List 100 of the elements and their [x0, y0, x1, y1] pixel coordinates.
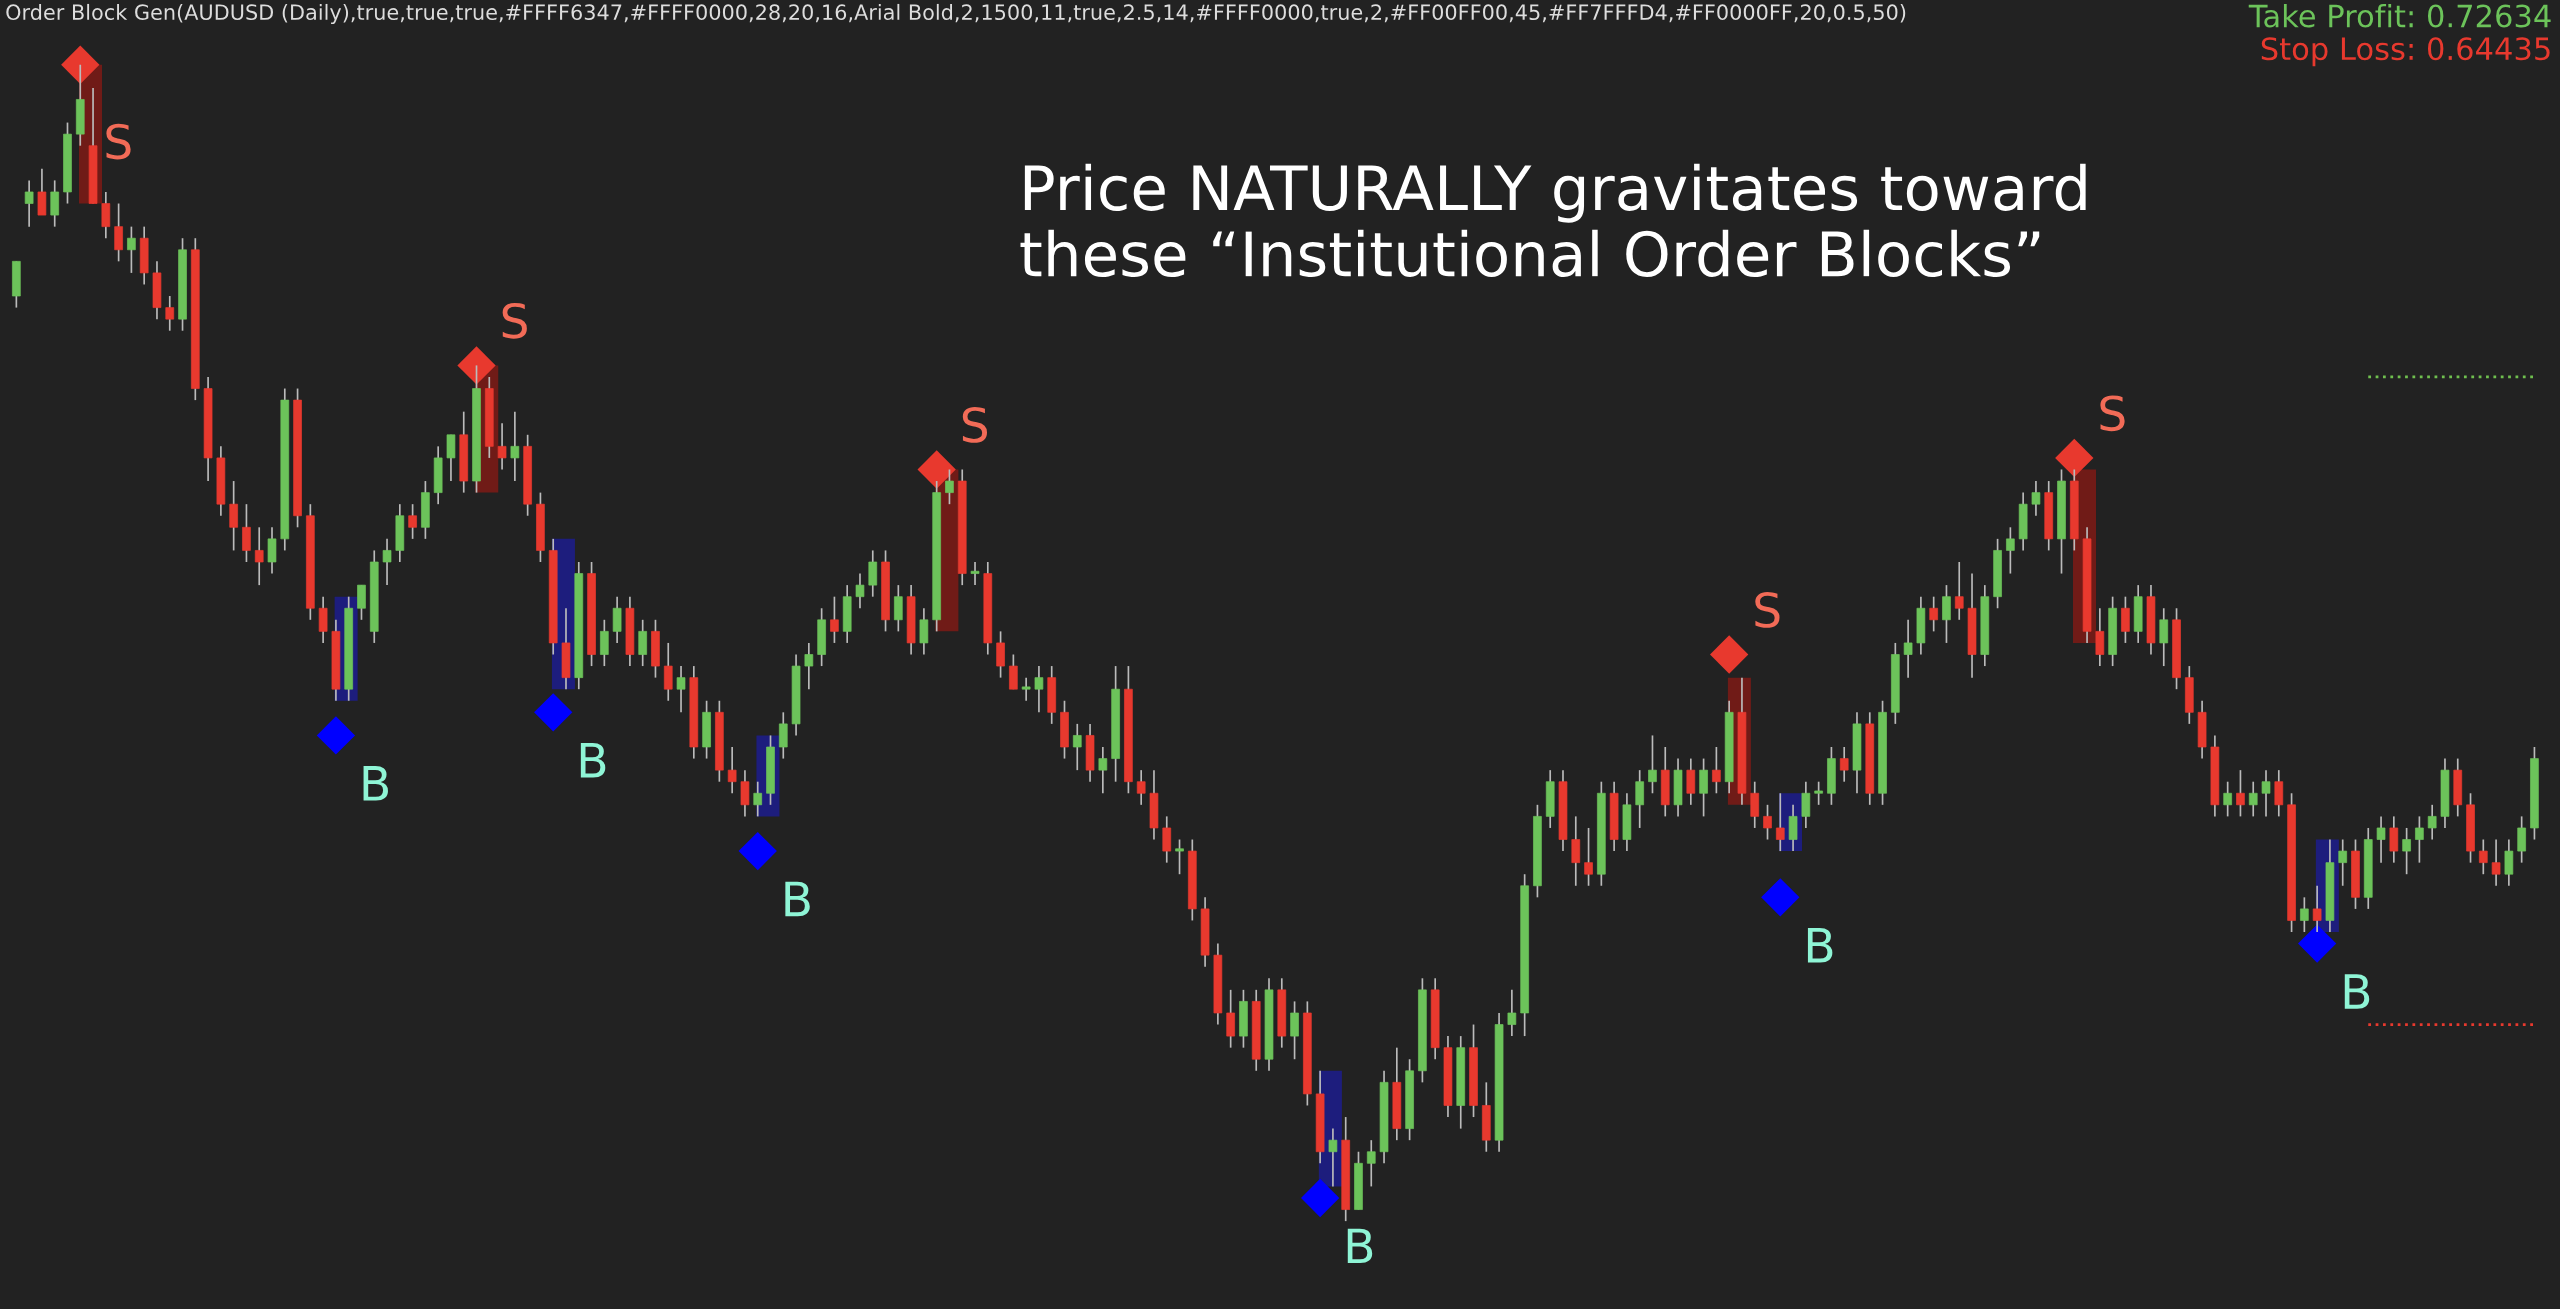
- candlestick: [101, 191, 111, 240]
- candlestick: [382, 538, 392, 586]
- candlestick: [2006, 526, 2015, 575]
- annotation: B: [363, 766, 388, 801]
- candlestick: [868, 549, 878, 598]
- candlestick: [114, 202, 123, 263]
- candlestick: [1072, 723, 1082, 771]
- annotation: B: [2344, 974, 2370, 1009]
- candlestick: [753, 780, 763, 818]
- candlestick: [1839, 746, 1849, 783]
- text: Take Profit: 0.72634: [2248, 3, 2551, 28]
- candlestick: [318, 595, 328, 644]
- candlestick: [2274, 769, 2284, 818]
- candlestick: [1775, 792, 1785, 852]
- candlestick: [229, 480, 238, 552]
- candlestick: [727, 746, 737, 795]
- candlestick: [1750, 780, 1760, 829]
- annotation: Price NATURALLY gravitates toward these “Institutional Order Blocks”: [1020, 163, 2086, 278]
- candlestick: [1366, 1139, 1376, 1188]
- point: [457, 346, 496, 385]
- candlestick: [1571, 815, 1581, 887]
- candlestick: [2031, 480, 2041, 517]
- candlestick: [165, 295, 175, 332]
- candlestick: [242, 503, 251, 563]
- candlestick: [1175, 838, 1184, 876]
- point: [1710, 635, 1749, 674]
- candlestick: [1686, 757, 1696, 806]
- candlestick: [24, 179, 34, 228]
- point: [316, 716, 356, 755]
- candlestick: [2248, 780, 2258, 818]
- candlestick: [2121, 595, 2130, 644]
- annotation: S: [2100, 395, 2125, 432]
- candlestick: [600, 618, 609, 667]
- candlestick: [127, 225, 136, 274]
- candlestick: [1584, 827, 1593, 887]
- candlestick: [2491, 838, 2501, 887]
- candlestick: [2236, 769, 2245, 818]
- candlestick: [2504, 838, 2514, 887]
- candlestick: [1328, 1127, 1338, 1188]
- candlestick: [1929, 595, 1938, 633]
- candlestick: [1290, 1000, 1299, 1061]
- candlestick: [2300, 896, 2309, 933]
- candlestick: [1098, 746, 1108, 795]
- candlestick: [2312, 884, 2322, 933]
- candlestick: [1801, 780, 1811, 829]
- candlestick: [919, 607, 929, 656]
- candlestick: [830, 595, 839, 644]
- candlestick: [1814, 780, 1823, 806]
- candlestick: [2427, 803, 2437, 841]
- candlestick: [357, 584, 366, 621]
- text: B: [1347, 1228, 1373, 1264]
- candlestick: [1942, 584, 1951, 644]
- candlestick: [2376, 815, 2386, 864]
- candlestick: [1635, 769, 1644, 829]
- candlestick: [254, 526, 264, 586]
- candlestick: [945, 468, 954, 506]
- candlestick: [2389, 815, 2399, 864]
- candlestick: [612, 595, 622, 644]
- candlestick: [855, 572, 865, 610]
- point: [1761, 878, 1800, 917]
- candlestick: [2223, 780, 2232, 818]
- annotation: Stop Loss: 0.64435: [2261, 37, 2550, 67]
- annotation: S: [106, 123, 131, 160]
- candlestick: [663, 642, 673, 702]
- annotation: S: [962, 406, 988, 443]
- annotation: B: [1807, 927, 1833, 963]
- candlestick: [2159, 607, 2169, 667]
- point: [534, 693, 573, 732]
- candlestick: [894, 584, 903, 633]
- candlestick: [1788, 803, 1798, 852]
- candlestick: [1954, 561, 1964, 621]
- candlestick: [510, 410, 520, 482]
- candlestick: [1507, 989, 1517, 1037]
- annotation: B: [580, 742, 606, 778]
- candlestick: [267, 526, 277, 575]
- candlestick: [2517, 815, 2526, 864]
- annotation: B: [785, 881, 810, 917]
- point: [2055, 438, 2094, 478]
- candlestick: [50, 179, 60, 228]
- candlestick: [676, 665, 686, 714]
- candlestick: [2095, 607, 2105, 667]
- candlestick: [1903, 618, 1913, 679]
- candlestick: [2402, 827, 2411, 876]
- candlestick: [970, 561, 980, 586]
- candlestick: [1699, 757, 1708, 818]
- candlestick: [2415, 815, 2424, 864]
- annotation: S: [1755, 592, 1780, 628]
- candlestick: [1162, 815, 1172, 864]
- candlestick: [2478, 838, 2488, 876]
- candlestick: [1763, 803, 1772, 841]
- point: [917, 450, 956, 489]
- candlestick: [778, 711, 788, 760]
- candlestick: [1648, 734, 1657, 795]
- candlestick: [2261, 769, 2271, 818]
- candlestick: [740, 769, 750, 818]
- candlestick: [1021, 676, 1031, 702]
- candlestick: [1009, 653, 1018, 691]
- candlestick: [446, 433, 456, 482]
- candlestick: [1712, 746, 1721, 795]
- chart-title: Order Block Gen(AUDUSD (Daily),true,true,true,#FFFF6347,#FFFF0000,28,20,16,Arial Bold,2,1500,11,true,2.5,14,#FFFF0000,true,2,#FF00FF00,45,#FF7FFFD4,#FF0000FF,20,0.5,50): [6, 3, 1906, 25]
